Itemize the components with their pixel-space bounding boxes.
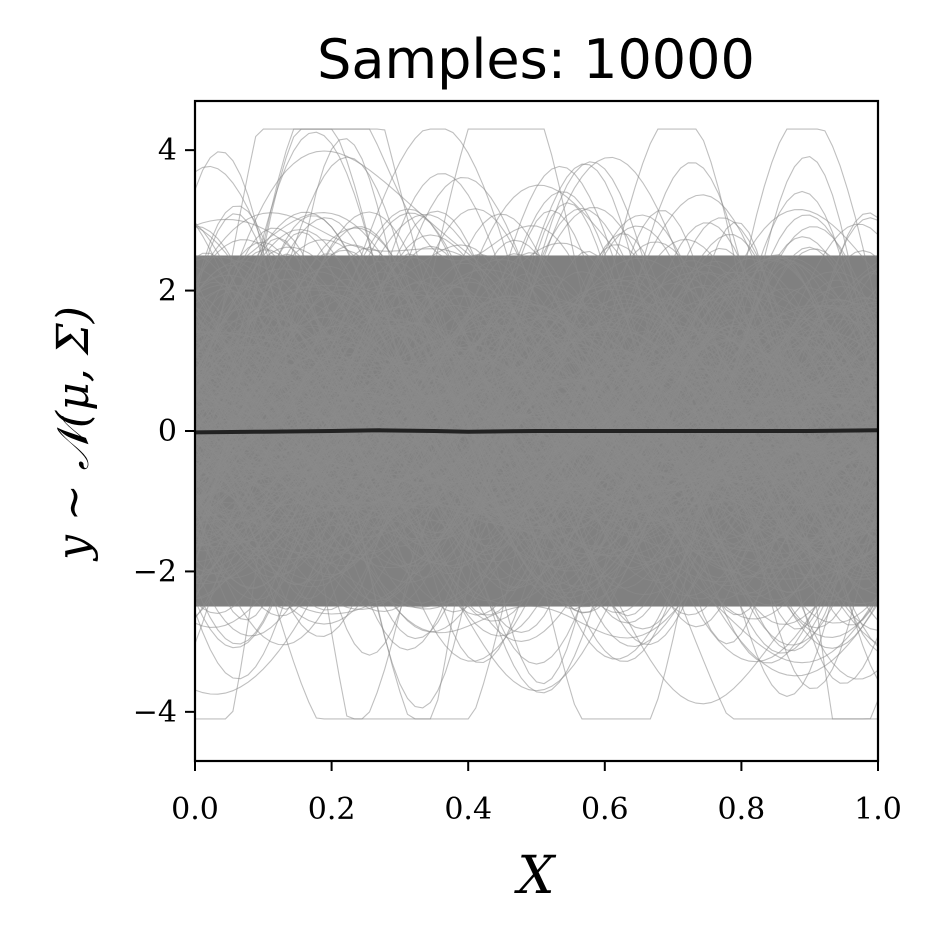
sample-curve: [195, 191, 878, 529]
sample-curve: [195, 399, 878, 540]
sample-curve: [195, 359, 878, 517]
sample-curve: [195, 326, 878, 515]
sample-curve: [195, 313, 878, 512]
sample-curve: [195, 333, 878, 483]
chart-title: Samples: 10000: [317, 28, 755, 91]
sample-curve: [195, 128, 878, 720]
sample-curve: [195, 266, 878, 554]
sample-curve: [195, 190, 878, 720]
y-tick-label: −4: [133, 695, 177, 730]
sample-curve: [195, 207, 878, 552]
sample-curve: [195, 260, 878, 621]
x-tick-label: 1.0: [854, 792, 902, 827]
sample-curve: [195, 225, 878, 529]
sample-curve: [195, 313, 878, 488]
y-tick-label: −2: [133, 554, 177, 589]
y-axis: −4 −2 0 2 4: [133, 133, 195, 730]
sample-curve: [195, 327, 878, 508]
sample-curve: [195, 252, 878, 562]
sample-curve: [195, 293, 878, 558]
sample-curve: [195, 366, 878, 485]
x-axis-label: X: [513, 846, 556, 906]
sample-curve: [195, 231, 878, 613]
sample-curve: [195, 177, 878, 578]
series-layer: [195, 428, 878, 435]
sample-curve: [195, 327, 878, 515]
y-axis-label: y ~ 𝒩(μ, Σ): [48, 306, 99, 562]
x-tick-label: 0.6: [581, 792, 629, 827]
sample-curve: [195, 260, 878, 477]
x-tick-label: 0.8: [718, 792, 766, 827]
x-tick-label: 0.2: [308, 792, 356, 827]
sample-curve: [195, 364, 878, 581]
x-tick-label: 0.0: [171, 792, 219, 827]
plot-area: [195, 128, 878, 720]
sample-curve: [195, 212, 878, 664]
sample-curve: [195, 348, 878, 511]
sample-curve: [195, 377, 878, 485]
sample-curve: [195, 210, 878, 578]
sample-curve: [195, 346, 878, 585]
sample-curve: [195, 246, 878, 581]
sample-curve: [195, 295, 878, 560]
sample-curve: [195, 315, 878, 592]
sample-curve: [195, 163, 878, 680]
sample-curve: [195, 339, 878, 588]
x-axis: 0.0 0.2 0.4 0.6 0.8 1.0: [171, 761, 902, 827]
sample-curve: [195, 343, 878, 538]
sample-curve: [195, 313, 878, 539]
y-tick-label: 2: [158, 274, 177, 309]
sample-curve: [195, 324, 878, 578]
sample-curve: [195, 305, 878, 507]
sample-curve: [195, 212, 878, 563]
y-tick-label: 4: [158, 133, 177, 168]
sample-curve: [195, 329, 878, 518]
sample-curve: [195, 353, 878, 580]
sample-curve: [195, 241, 878, 720]
sample-curve: [195, 211, 878, 642]
sample-curve: [195, 289, 878, 582]
sample-curve: [195, 298, 878, 695]
sample-curve: [195, 304, 878, 621]
sample-curve: [195, 257, 878, 637]
sample-curve: [195, 325, 878, 631]
sample-curve: [195, 271, 878, 580]
sample-curve: [195, 244, 878, 694]
sample-curve: [195, 223, 878, 557]
sample-curve: [195, 289, 878, 601]
x-tick-label: 0.4: [444, 792, 492, 827]
sample-curve: [195, 128, 878, 604]
sample-curve: [195, 328, 878, 546]
sample-curve: [195, 326, 878, 625]
sample-curve: [195, 322, 878, 697]
sample-curve: [195, 325, 878, 520]
sample-curve: [195, 211, 878, 606]
sample-curve: [195, 307, 878, 563]
sample-curve: [195, 227, 878, 653]
sample-curve: [195, 271, 878, 612]
mean-line: [195, 428, 878, 435]
y-tick-label: 0: [158, 414, 177, 449]
sample-curve: [195, 401, 878, 499]
sample-curve: [195, 276, 878, 617]
